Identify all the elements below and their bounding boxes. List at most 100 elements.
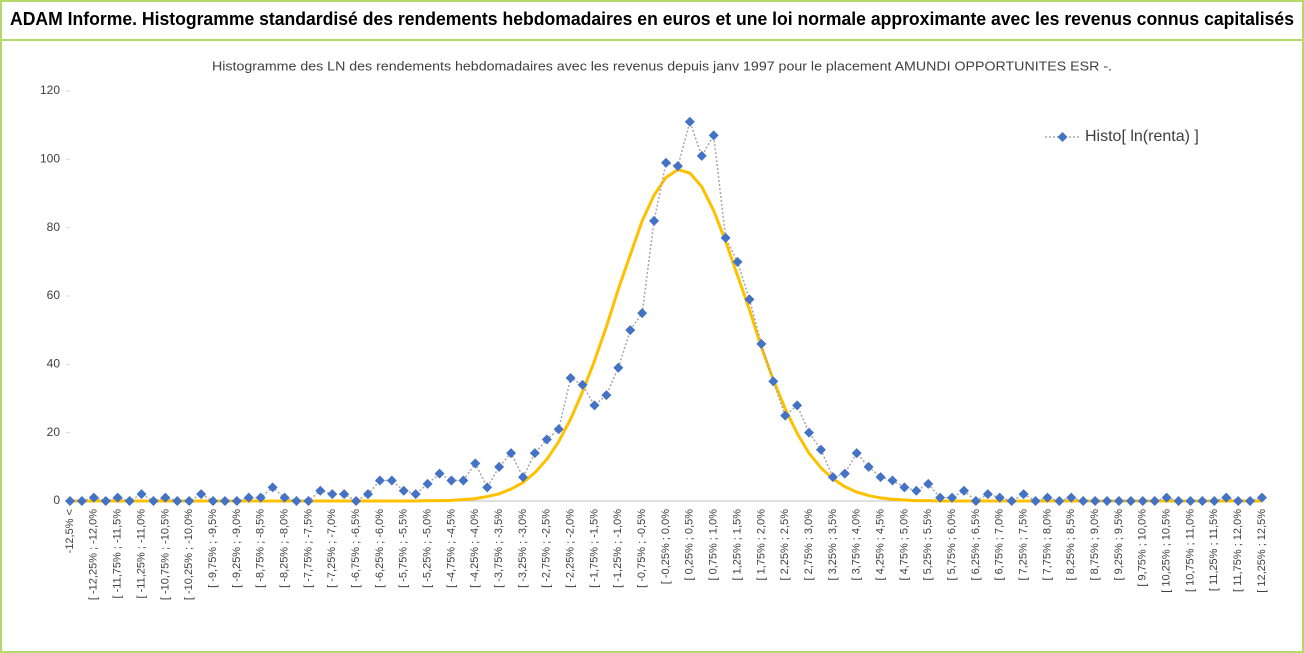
x-tick-label: [ 4,75% ; 5,0%	[898, 509, 910, 581]
point	[696, 150, 707, 161]
point	[923, 478, 934, 489]
point	[112, 492, 123, 503]
x-tick-label: [ 0,25% ; 0,5%	[684, 509, 696, 581]
x-tick-label: [ -8,25% ; -8,0%	[278, 509, 290, 588]
point	[279, 492, 290, 503]
point	[589, 400, 600, 411]
point	[1102, 496, 1113, 506]
point	[804, 427, 815, 438]
point	[768, 376, 779, 387]
point	[1149, 496, 1160, 506]
point	[470, 458, 481, 469]
point	[160, 492, 171, 503]
x-tick-label: [ -6,75% ; -6,5%	[350, 509, 362, 588]
point	[422, 478, 433, 489]
point	[243, 492, 254, 503]
point	[398, 485, 409, 496]
x-tick-label: [ -11,25% ; -11,0%	[135, 509, 147, 599]
point	[196, 489, 207, 500]
point	[148, 496, 159, 506]
y-tick-label: 60	[47, 288, 61, 302]
point	[1221, 492, 1232, 503]
legend-label: Histo[ ln(renta) ]	[1085, 128, 1199, 145]
y-tick-label: 20	[47, 425, 61, 439]
point	[899, 482, 910, 493]
point	[982, 489, 993, 500]
point	[625, 325, 636, 336]
x-tick-label: [ 7,75% ; 8,0%	[1041, 509, 1053, 581]
x-tick-label: [ -0,25% ; 0,0%	[660, 509, 672, 584]
header-title: ADAM Informe. Histogramme standardisé de…	[10, 9, 1294, 29]
point	[506, 448, 517, 459]
chart-title: Histogramme des LN des rendements hebdom…	[212, 58, 1112, 73]
x-tick-label: [ -3,25% ; -3,0%	[517, 509, 529, 588]
point	[1113, 496, 1124, 506]
point	[231, 496, 242, 506]
point	[661, 157, 671, 168]
x-tick-label: [ 6,75% ; 7,0%	[994, 509, 1006, 581]
point	[553, 424, 564, 435]
x-tick-label: [ -4,25% ; -4,0%	[469, 509, 481, 588]
point	[1006, 496, 1017, 506]
point	[1185, 496, 1196, 506]
y-tick-label: 100	[40, 152, 60, 166]
x-tick-label: [ -6,25% ; -6,0%	[374, 509, 386, 588]
x-tick-label: [ 2,25% ; 2,5%	[779, 509, 791, 581]
point	[1030, 496, 1041, 506]
x-tick-label: [ 4,25% ; 4,5%	[874, 509, 886, 581]
point	[827, 472, 838, 483]
point	[136, 489, 147, 500]
point	[637, 308, 648, 319]
point	[780, 410, 791, 421]
point	[994, 492, 1005, 503]
point	[267, 482, 278, 493]
point	[1018, 489, 1029, 500]
x-tick-label: [ 2,75% ; 3,0%	[803, 509, 815, 581]
point	[815, 444, 826, 455]
point	[327, 489, 338, 500]
point	[1161, 492, 1172, 503]
x-tick-label: [ 8,75% ; 9,0%	[1089, 509, 1101, 581]
point	[708, 130, 719, 141]
x-tick-label: [ -8,75% ; -8,5%	[255, 509, 267, 588]
point	[577, 379, 588, 390]
x-tick-label: [ -4,75% ; -4,5%	[445, 509, 457, 588]
x-tick-label: [ -5,75% ; -5,5%	[398, 509, 410, 588]
x-tick-label: [ -1,75% ; -1,5%	[588, 509, 600, 588]
point	[887, 475, 898, 486]
point	[875, 472, 886, 483]
point	[839, 468, 850, 479]
x-tick-label: [ -9,75% ; -9,5%	[207, 509, 219, 588]
point	[792, 400, 803, 411]
x-tick-label: [ 3,25% ; 3,5%	[827, 509, 839, 581]
y-tick-label: 0	[53, 493, 60, 507]
point	[76, 496, 87, 506]
point	[1173, 496, 1184, 506]
point	[184, 496, 195, 506]
x-tick-label: [ -1,25% ; -1,0%	[612, 509, 624, 588]
x-tick-label: [ 5,25% ; 5,5%	[922, 509, 934, 581]
point	[970, 496, 981, 506]
x-tick-label: [ -7,25% ; -7,0%	[326, 509, 338, 588]
y-tick-label: 120	[40, 83, 60, 97]
point	[386, 475, 397, 486]
point	[1245, 496, 1256, 506]
y-tick-label: 80	[47, 220, 61, 234]
x-tick-label: [ -7,75% ; -7,5%	[302, 509, 314, 588]
point	[1125, 496, 1136, 506]
x-tick-label: [ 5,75% ; 6,0%	[946, 509, 958, 581]
point	[517, 472, 528, 483]
point	[732, 256, 743, 267]
x-tick-label: [ -11,75% ; -11,5%	[112, 509, 124, 599]
x-tick-label: [ -9,25% ; -9,0%	[231, 509, 243, 588]
point	[291, 496, 302, 506]
point	[1066, 492, 1077, 503]
point	[339, 489, 350, 500]
point	[529, 448, 540, 459]
x-tick-label: [ 1,75% ; 2,0%	[755, 509, 767, 581]
point	[351, 496, 362, 506]
point	[1137, 496, 1148, 506]
x-tick-label: [ -5,25% ; -5,0%	[422, 509, 434, 588]
